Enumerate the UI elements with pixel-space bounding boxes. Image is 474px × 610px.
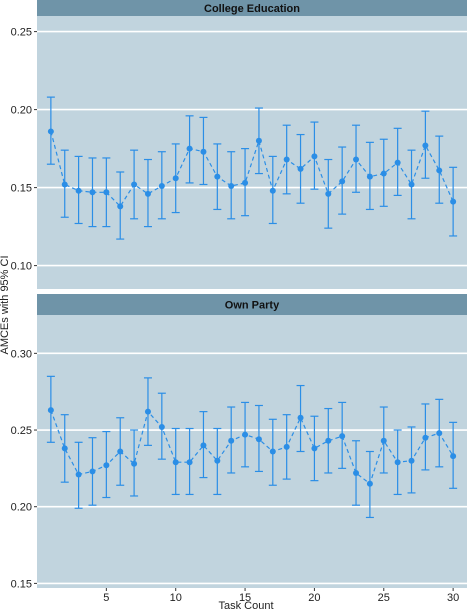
x-axis: 5 10 15 20 25 30	[103, 588, 459, 604]
y-tick-label: 0.30	[11, 348, 32, 360]
y-tick-label: 0.25	[11, 425, 32, 437]
estimate-point	[158, 183, 165, 190]
estimate-point	[255, 137, 262, 144]
estimate-point	[436, 167, 443, 174]
estimate-point	[103, 462, 110, 469]
x-tick-label: 20	[308, 592, 320, 604]
estimate-point	[366, 173, 373, 180]
estimate-point	[131, 460, 138, 467]
estimate-point	[380, 437, 387, 444]
x-tick-label: 25	[378, 592, 390, 604]
x-tick-label: 10	[170, 592, 182, 604]
estimate-point	[158, 423, 165, 430]
estimate-point	[283, 156, 290, 163]
estimate-point	[144, 190, 151, 197]
estimate-point	[366, 480, 373, 487]
estimate-point	[380, 170, 387, 177]
estimate-point	[269, 187, 276, 194]
estimate-point	[311, 445, 318, 452]
estimate-point	[228, 183, 235, 190]
estimate-point	[47, 407, 54, 414]
y-tick-label: 0.25	[11, 27, 32, 39]
y-tick-label: 0.20	[11, 105, 32, 117]
estimate-point	[117, 448, 124, 455]
y-tick-label: 0.20	[11, 502, 32, 514]
estimate-point	[353, 469, 360, 476]
panel-strip	[37, 294, 467, 315]
estimate-point	[89, 189, 96, 196]
estimate-point	[61, 181, 68, 188]
estimate-point	[228, 437, 235, 444]
estimate-point	[325, 437, 332, 444]
estimate-point	[242, 179, 249, 186]
estimate-point	[75, 187, 82, 194]
estimate-point	[408, 457, 415, 464]
panel-background	[37, 16, 467, 289]
estimate-dashed-line	[50, 409, 454, 485]
estimate-dashed-line	[50, 131, 454, 208]
panel-strip	[37, 0, 467, 16]
estimate-point	[61, 445, 68, 452]
estimate-point	[311, 153, 318, 160]
panel-1: College Education 0.10 0.15 0.20 0.25	[11, 0, 467, 289]
estimate-point	[422, 434, 429, 441]
estimate-point	[242, 431, 249, 438]
estimate-point	[408, 181, 415, 188]
estimate-point	[186, 145, 193, 152]
panel-background	[37, 315, 467, 588]
estimate-point	[200, 148, 207, 155]
x-tick-label: 30	[447, 592, 459, 604]
estimate-point	[47, 128, 54, 135]
estimate-point	[394, 459, 401, 466]
estimate-point	[186, 459, 193, 466]
estimate-point	[214, 173, 221, 180]
estimate-point	[103, 189, 110, 196]
estimate-point	[172, 459, 179, 466]
x-axis-label: Task Count	[218, 600, 273, 610]
estimate-point	[450, 198, 457, 205]
estimate-point	[353, 156, 360, 163]
estimate-point	[255, 436, 262, 443]
estimate-point	[172, 175, 179, 182]
panel-strip-label: College Education	[204, 3, 300, 15]
estimate-point	[422, 142, 429, 149]
x-tick-label: 5	[103, 592, 109, 604]
estimate-point	[131, 181, 138, 188]
y-axis-label: AMCEs with 95% CI	[0, 255, 11, 354]
estimate-point	[297, 414, 304, 421]
estimate-point	[339, 433, 346, 440]
estimate-point	[297, 165, 304, 172]
estimate-point	[117, 203, 124, 210]
estimate-point	[214, 457, 221, 464]
panel-strip-label: Own Party	[225, 300, 280, 312]
y-tick-label: 0.15	[11, 578, 32, 590]
x-tick-label: 15	[239, 592, 251, 604]
estimate-point	[200, 442, 207, 449]
estimate-point	[75, 471, 82, 478]
estimate-point	[339, 178, 346, 185]
estimate-point	[450, 453, 457, 460]
estimate-point	[436, 430, 443, 437]
y-tick-label: 0.10	[11, 261, 32, 273]
estimate-point	[89, 468, 96, 475]
y-tick-label: 0.15	[11, 183, 32, 195]
estimate-point	[325, 190, 332, 197]
estimate-point	[394, 159, 401, 166]
estimate-point	[283, 443, 290, 450]
estimate-point	[144, 408, 151, 415]
estimate-point	[269, 448, 276, 455]
panel-2: Own Party 0.15 0.20 0.25 0.30	[11, 294, 467, 590]
